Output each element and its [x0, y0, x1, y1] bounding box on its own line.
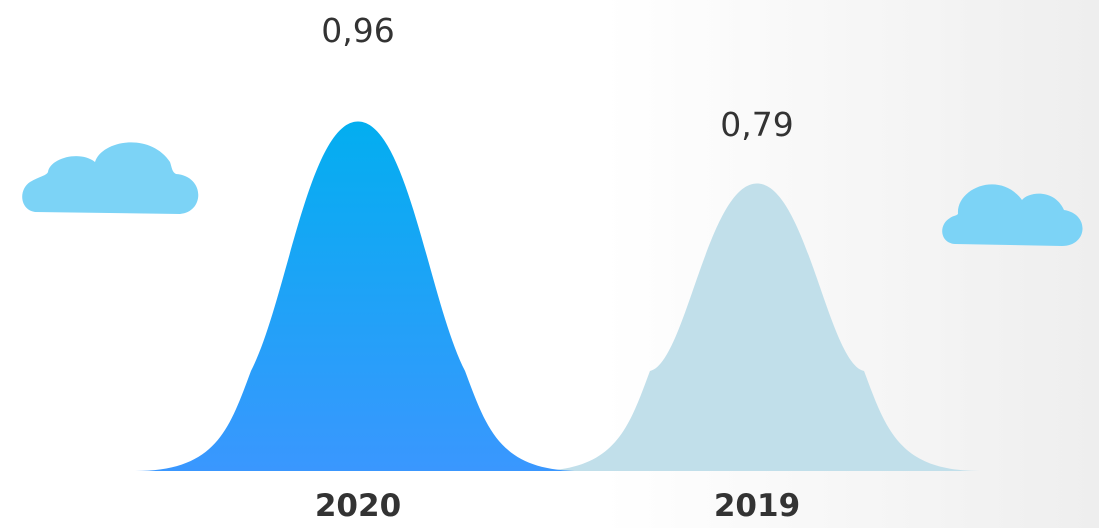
value-label-2020: 0,96 [321, 11, 394, 50]
peak-2019 [534, 183, 980, 471]
peaks-layer [135, 121, 980, 471]
cloud-right-icon [942, 184, 1083, 246]
category-label-2020: 2020 [315, 488, 401, 524]
peak-2020 [135, 121, 581, 471]
value-label-2019: 0,79 [720, 105, 793, 144]
category-label-2019: 2019 [714, 488, 800, 524]
cloud-left-icon [22, 142, 199, 214]
